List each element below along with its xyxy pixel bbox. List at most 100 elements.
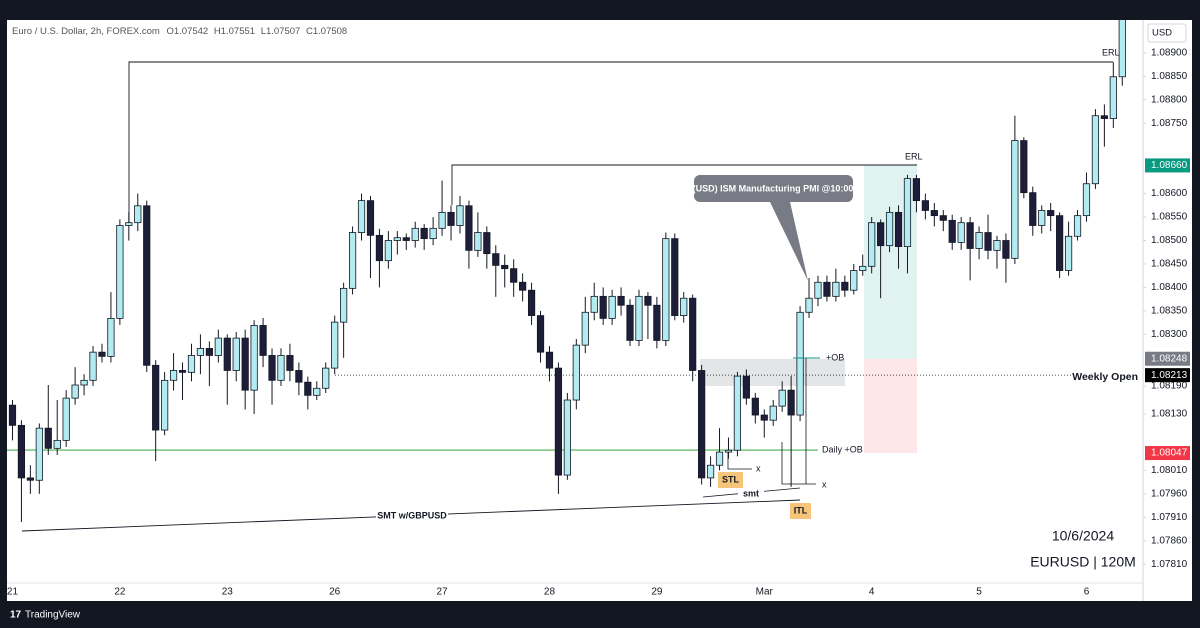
candle-body-down — [1020, 140, 1028, 194]
candle-body-up — [778, 389, 786, 407]
candle-body-up — [850, 270, 858, 291]
candle-body-down — [44, 427, 52, 449]
y-tick-label: 1.08130 — [1151, 409, 1188, 420]
y-tick-label: 1.08850 — [1151, 71, 1188, 82]
candle-body-up — [832, 281, 840, 297]
y-tick-label: 1.08350 — [1151, 306, 1188, 317]
candle-body-up — [993, 240, 1001, 251]
y-tick-label: 1.08800 — [1151, 94, 1188, 105]
y-tick-label: 1.08750 — [1151, 118, 1188, 129]
candle-body-down — [545, 351, 554, 369]
smt-gbpusd-label: SMT w/GBPUSD — [377, 510, 447, 520]
candle-body-up — [474, 232, 482, 251]
candle-body-down — [984, 232, 992, 251]
x-tick-label: 26 — [329, 587, 341, 598]
candle-body-down — [751, 397, 759, 416]
price-label-box — [1145, 446, 1190, 461]
daily-ob-label: Daily +OB — [822, 444, 863, 454]
candle-body-up — [885, 211, 894, 247]
candle-body-down — [178, 370, 187, 373]
candle-body-up — [724, 449, 733, 453]
candle-body-down — [939, 215, 947, 221]
stl-label: STL — [722, 474, 740, 484]
x-marker: x — [822, 479, 827, 489]
candles — [8, 20, 1126, 523]
brand-logo: 17 — [10, 610, 22, 621]
candle-body-down — [420, 227, 428, 240]
candle-body-down — [653, 304, 661, 341]
candle-body-up — [348, 232, 357, 289]
currency-box[interactable] — [1147, 23, 1187, 43]
erl-line — [128, 61, 1113, 225]
y-tick-label: 1.08300 — [1151, 329, 1188, 340]
candle-body-down — [8, 404, 17, 426]
candle-body-up — [214, 337, 222, 356]
annotation-layer: +OB ERL ERL (USD) ISM Manufacturing PMI … — [12, 26, 1138, 570]
candle-body-up — [357, 200, 366, 233]
itl-label: ITL — [794, 505, 808, 515]
erl-label: ERL — [1102, 47, 1120, 57]
candle-body-down — [1047, 210, 1055, 217]
candle-body-up — [232, 337, 240, 371]
candle-body-down — [823, 281, 831, 297]
candle-body-up — [89, 351, 97, 381]
erl-label: ERL — [905, 151, 923, 161]
ohlc-key: C — [306, 26, 313, 37]
candle-body-up — [868, 222, 876, 267]
x-tick-label: 6 — [1084, 587, 1090, 598]
currency-label: USD — [1152, 28, 1172, 39]
x-tick-label: 27 — [437, 587, 449, 598]
candle-body-down — [304, 381, 312, 396]
y-tick-label: 1.08450 — [1151, 259, 1188, 270]
candle-body-up — [187, 355, 196, 373]
candle-body-up — [769, 405, 777, 421]
price-label-box — [1145, 351, 1190, 366]
candle-body-down — [501, 264, 509, 270]
candle-body-down — [510, 268, 518, 283]
candle-body-up — [125, 222, 133, 226]
x-tick-label: 5 — [976, 587, 982, 598]
y-tick-label: 1.07960 — [1151, 488, 1188, 499]
candle-body-down — [626, 304, 634, 341]
candle-body-up — [196, 348, 205, 356]
candle-body-up — [429, 227, 437, 240]
candle-body-down — [742, 375, 750, 399]
candle-body-down — [921, 200, 929, 211]
candle-body-down — [223, 337, 231, 371]
x-tick-label: 21 — [7, 587, 19, 598]
candle-body-down — [930, 210, 938, 217]
candle-body-up — [1091, 115, 1100, 185]
x-tick-label: Mar — [756, 587, 774, 598]
y-tick-label: 1.07910 — [1151, 512, 1188, 523]
candle-body-up — [680, 297, 688, 316]
candle-body-down — [966, 222, 974, 249]
price-label-box — [1145, 158, 1190, 173]
symbol: Euro / U.S. Dollar, 2h, FOREX.com — [12, 26, 160, 37]
candle-body-down — [268, 355, 276, 381]
price-label: 1.08047 — [1151, 448, 1188, 459]
callout-box — [694, 175, 853, 202]
candle-body-up — [957, 222, 965, 243]
chart-header: Euro / U.S. Dollar, 2h, FOREX.com O1.075… — [12, 26, 347, 37]
candle-body-down — [205, 348, 213, 356]
candle-body-up — [35, 427, 43, 481]
candle-body-up — [393, 237, 401, 241]
candle-body-down — [465, 205, 473, 251]
candle-body-up — [1082, 183, 1091, 217]
x-tick-label: 22 — [114, 587, 126, 598]
price-label: 1.08660 — [1151, 160, 1188, 171]
date-stamp: 10/6/2024 — [1052, 528, 1114, 544]
candle-body-up — [169, 370, 178, 381]
itl-line — [781, 442, 816, 485]
ohlc-key: O — [166, 26, 173, 37]
instrument-stamp: EURUSD | 120M — [1030, 554, 1136, 570]
order-block-box — [700, 359, 845, 386]
candle-body-down — [877, 222, 885, 247]
y-tick-label: 1.08400 — [1151, 282, 1188, 293]
ohlc-key: L — [261, 26, 266, 37]
position-stop-zone — [864, 358, 917, 454]
candle-body-down — [617, 295, 625, 306]
candle-body-up — [107, 317, 115, 357]
erl-line — [451, 164, 917, 205]
